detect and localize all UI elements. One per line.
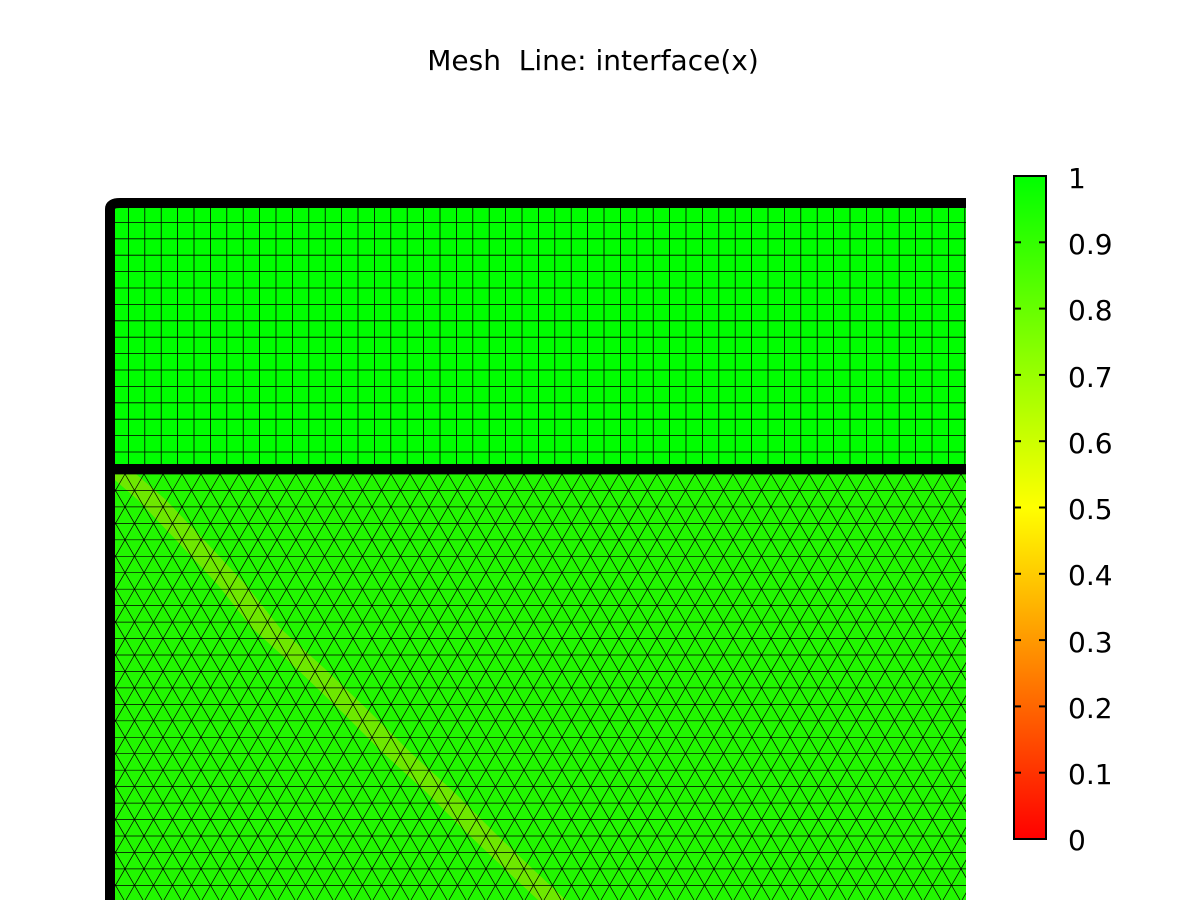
colorbar-tick-label: 0 [1068, 824, 1086, 857]
colorbar-tick-label: 0.2 [1068, 692, 1113, 725]
colorbar: 1 0.9 0.8 0.7 0.6 0.5 0.4 0.3 0.2 0.1 0 [1013, 162, 1113, 857]
colorbar-ticks [1014, 175, 1046, 840]
colorbar-tick-label: 0.4 [1068, 559, 1113, 592]
domain-boundaries [105, 198, 966, 900]
upper-domain [112, 206, 966, 468]
colorbar-tick-label: 0.5 [1068, 493, 1113, 526]
quad-mesh-lines [112, 206, 966, 468]
colorbar-tick-label: 0.6 [1068, 427, 1113, 460]
colorbar-tick-label: 1 [1068, 162, 1086, 195]
upper-quad-mesh [112, 206, 966, 468]
interface-band [112, 474, 566, 900]
lower-domain [112, 472, 966, 900]
colorbar-tick-label: 0.7 [1068, 361, 1113, 394]
outer-boundary-line [105, 198, 966, 900]
interface-band-region [112, 474, 566, 900]
plot-title: Mesh Line: interface(x) [427, 44, 759, 77]
colorbar-tick-label: 0.9 [1068, 228, 1113, 261]
colorbar-tick-label: 0.1 [1068, 758, 1113, 791]
colorbar-tick-label: 0.3 [1068, 626, 1113, 659]
colorbar-tick-labels: 1 0.9 0.8 0.7 0.6 0.5 0.4 0.3 0.2 0.1 0 [1068, 162, 1113, 857]
colorbar-tick-label: 0.8 [1068, 294, 1113, 327]
